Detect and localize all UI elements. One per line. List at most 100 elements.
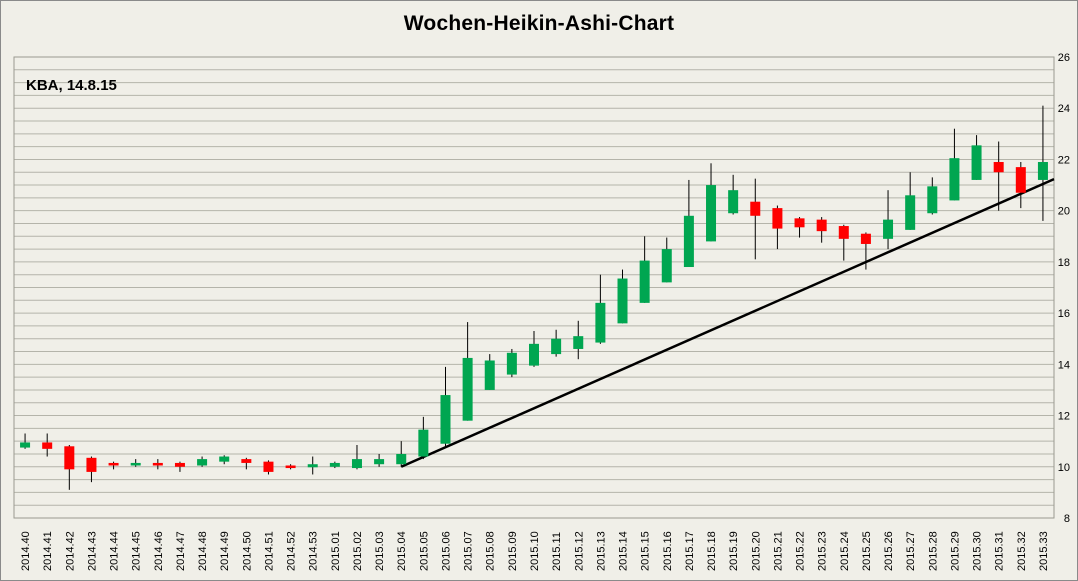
candle-2014.50 <box>241 457 252 470</box>
candle-body <box>130 462 141 466</box>
candle-2014.42 <box>64 445 75 490</box>
grid-lines <box>13 56 1055 519</box>
x-tick-label: 2015.28 <box>927 531 939 571</box>
x-tick-label: 2014.53 <box>308 531 320 571</box>
candle-2015.31 <box>993 141 1004 211</box>
x-tick-label: 2015.32 <box>1016 531 1028 571</box>
candle-body <box>883 219 894 239</box>
y-tick-label: 10 <box>1058 462 1070 474</box>
x-tick-label: 2015.27 <box>905 531 917 571</box>
x-tick-label: 2014.45 <box>131 531 143 571</box>
candle-2014.46 <box>152 459 163 470</box>
x-tick-label: 2015.23 <box>817 531 829 571</box>
x-tick-label: 2015.14 <box>618 531 630 571</box>
candle-2015.15 <box>639 236 650 303</box>
candle-2014.40 <box>20 433 31 449</box>
candle-body <box>64 446 75 470</box>
x-tick-label: 2015.12 <box>573 531 585 571</box>
x-tick-label: 2015.06 <box>440 531 452 571</box>
candle-2014.45 <box>130 459 141 467</box>
x-tick-label: 2014.42 <box>64 531 76 571</box>
y-tick-label: 16 <box>1058 308 1070 320</box>
candle-2015.24 <box>838 224 849 261</box>
candle-body <box>396 453 407 465</box>
y-tick-label: 22 <box>1058 154 1070 166</box>
candle-body <box>683 215 694 268</box>
candle-body <box>838 226 849 239</box>
candle-body <box>816 219 827 232</box>
x-tick-label: 2015.21 <box>772 531 784 571</box>
candle-2015.09 <box>506 348 517 378</box>
trendline-layer <box>400 178 1055 468</box>
x-tick-label: 2014.40 <box>20 531 32 571</box>
candle-2014.48 <box>197 456 208 467</box>
x-tick-label: 2015.18 <box>706 531 718 571</box>
candle-2015.07 <box>462 322 473 421</box>
candle-2015.18 <box>706 163 717 242</box>
candle-body <box>1037 162 1048 180</box>
x-tick-label: 2015.03 <box>374 531 386 571</box>
candle-body <box>219 456 230 462</box>
x-tick-label: 2015.10 <box>529 531 541 571</box>
candle-2014.52 <box>285 464 296 470</box>
candle-2015.01 <box>329 461 340 469</box>
candle-2015.30 <box>971 135 982 180</box>
candle-2015.05 <box>418 416 429 460</box>
candle-2015.06 <box>440 366 451 447</box>
candle-body <box>374 459 385 465</box>
y-tick-label: 12 <box>1058 411 1070 423</box>
candle-body <box>860 233 871 244</box>
x-tick-label: 2015.04 <box>396 531 408 571</box>
candle-2015.28 <box>927 177 938 215</box>
candle-2015.14 <box>617 269 628 324</box>
candle-body <box>927 186 938 214</box>
x-tick-label: 2014.47 <box>175 531 187 571</box>
x-tick-label: 2014.48 <box>197 531 209 571</box>
candle-body <box>617 278 628 324</box>
candle-2014.53 <box>307 456 318 475</box>
candle-body <box>462 357 473 421</box>
y-tick-label: 18 <box>1058 257 1070 269</box>
candle-body <box>197 459 208 466</box>
candle-2015.22 <box>794 217 805 238</box>
candle-2015.27 <box>905 172 916 230</box>
candle-body <box>1015 167 1026 193</box>
candle-body <box>42 442 53 449</box>
x-tick-label: 2015.05 <box>418 531 430 571</box>
candle-2014.49 <box>219 455 230 465</box>
candle-2015.03 <box>374 453 385 467</box>
candle-body <box>639 260 650 303</box>
candle-body <box>20 442 31 448</box>
candle-2015.33 <box>1037 105 1048 221</box>
candle-body <box>285 465 296 469</box>
x-tick-label: 2014.41 <box>42 531 54 571</box>
candle-body <box>750 201 761 216</box>
x-tick-label: 2015.07 <box>463 531 475 571</box>
candle-body <box>706 185 717 242</box>
candle-body <box>440 395 451 444</box>
candle-2015.08 <box>484 354 495 390</box>
x-axis-ticks: 2014.40 2014.41 2014.42 2014.43 2014.44 2014.… <box>20 531 1050 571</box>
y-tick-label: 14 <box>1058 359 1070 371</box>
candle-body <box>263 461 274 472</box>
candle-body <box>573 336 584 349</box>
x-tick-label: 2015.09 <box>507 531 519 571</box>
y-tick-label: 24 <box>1058 103 1070 115</box>
candle-body <box>993 162 1004 173</box>
x-tick-label: 2015.24 <box>839 531 851 571</box>
candle-body <box>551 338 562 355</box>
plot-border <box>13 56 1055 519</box>
x-tick-label: 2014.52 <box>286 531 298 571</box>
candle-body <box>351 459 362 469</box>
candle-2015.25 <box>860 232 871 270</box>
candle-body <box>794 218 805 228</box>
candle-body <box>529 343 539 366</box>
x-tick-label: 2014.43 <box>86 531 98 571</box>
candle-2015.26 <box>883 190 894 250</box>
candle-2015.16 <box>661 237 672 283</box>
x-tick-label: 2014.46 <box>153 531 165 571</box>
x-tick-label: 2014.51 <box>263 531 275 571</box>
x-tick-label: 2015.26 <box>883 531 895 571</box>
